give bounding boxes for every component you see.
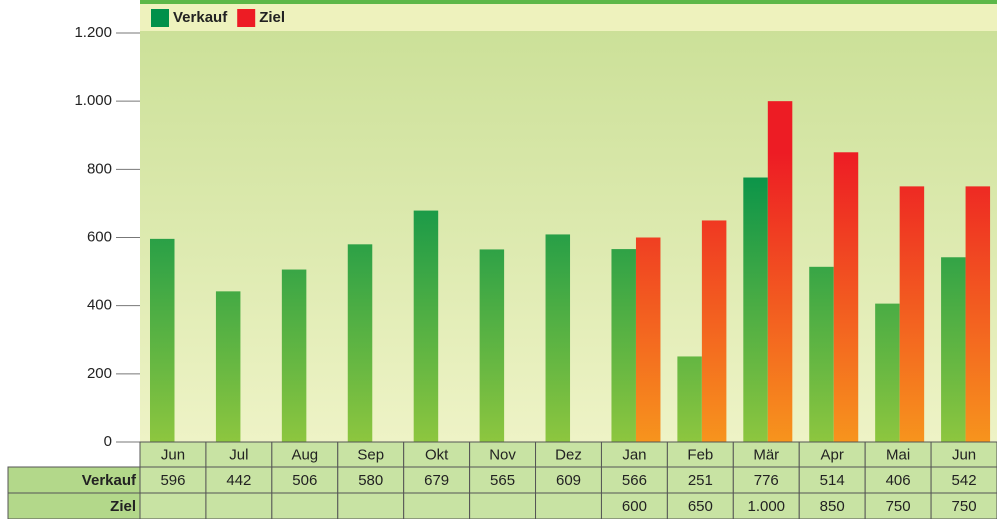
table-cell [930,492,997,519]
table-cell [535,492,602,519]
x-tick-label: Aug [291,446,318,463]
table-value: 600 [622,498,647,515]
x-tick-label: Mär [753,446,779,463]
x-tick-label: Jun [952,446,976,463]
table-cell [337,492,405,519]
bar [413,210,439,442]
table-value: 609 [556,472,581,489]
bar [941,257,966,442]
table-value: 1.000 [747,498,785,515]
category-cell [337,441,405,468]
bar [743,177,768,442]
table-cell [864,492,932,519]
table-cell [139,492,207,519]
table-value: 679 [424,472,449,489]
legend-swatch [151,9,169,27]
table-value: 750 [886,498,911,515]
table-cell [732,466,800,494]
bar [809,266,834,442]
table-cell [205,492,273,519]
bar [150,238,175,442]
table-value: 251 [688,472,713,489]
bar [215,291,241,442]
category-cell [205,441,273,468]
y-tick-label: 1.000 [74,92,112,109]
table-value: 776 [754,472,779,489]
table-cell [666,492,734,519]
y-tick-label: 1.200 [74,24,112,41]
y-tick-label: 800 [87,160,112,177]
table-value: 750 [952,498,977,515]
bar [677,356,702,442]
table-cell [732,492,800,519]
bar [701,220,727,442]
top-border [140,0,997,4]
table-value: 596 [160,472,185,489]
x-tick-label: Feb [687,446,713,463]
table-value: 542 [952,472,977,489]
table-value: 566 [622,472,647,489]
x-tick-label: Jul [229,446,248,463]
y-tick-label: 600 [87,228,112,245]
table-cell [600,466,668,494]
bar [767,101,793,443]
x-tick-label: Apr [821,446,844,463]
x-tick-label: Okt [425,446,449,463]
bar [635,237,661,442]
bar [479,249,505,442]
table-value: 442 [226,472,251,489]
table-value: 506 [292,472,317,489]
table-cell [798,492,866,519]
table-value: 406 [886,472,911,489]
table-cell [271,492,339,519]
x-tick-label: Jan [622,446,646,463]
bar [281,269,307,442]
category-cell [798,441,866,468]
bar [611,249,636,442]
bar [545,234,571,442]
table-value: 850 [820,498,845,515]
category-cell [535,441,602,468]
y-tick-label: 0 [104,433,112,450]
table-cell [403,492,471,519]
row-header-cell [7,492,141,519]
table-value: 580 [358,472,383,489]
category-cell [469,441,537,468]
row-header-cell [7,466,141,494]
x-tick-label: Nov [489,446,516,463]
y-tick-label: 200 [87,365,112,382]
table-cell [535,466,602,494]
table-cell [864,466,932,494]
table-value: 514 [820,472,845,489]
table-cell [600,492,668,519]
bar [899,186,925,442]
category-cell [864,441,932,468]
bar [833,152,859,442]
y-tick-label: 400 [87,297,112,314]
legend-swatch [237,9,256,27]
table-cell [930,466,997,494]
table-value: 565 [490,472,515,489]
table-cell [469,492,537,519]
legend-label: Ziel [259,9,285,26]
legend-band [140,4,997,31]
bar [347,244,373,442]
category-cell [403,441,471,468]
x-tick-label: Dez [555,446,582,463]
x-tick-label: Sep [357,446,384,463]
table-value: 650 [688,498,713,515]
category-cell [600,441,668,468]
row-header: Ziel [110,498,136,515]
bar [965,186,991,442]
row-header: Verkauf [82,472,137,489]
category-cell [271,441,339,468]
x-tick-label: Mai [886,446,910,463]
bar [875,303,900,442]
x-tick-label: Jun [161,446,185,463]
legend-label: Verkauf [173,9,228,26]
